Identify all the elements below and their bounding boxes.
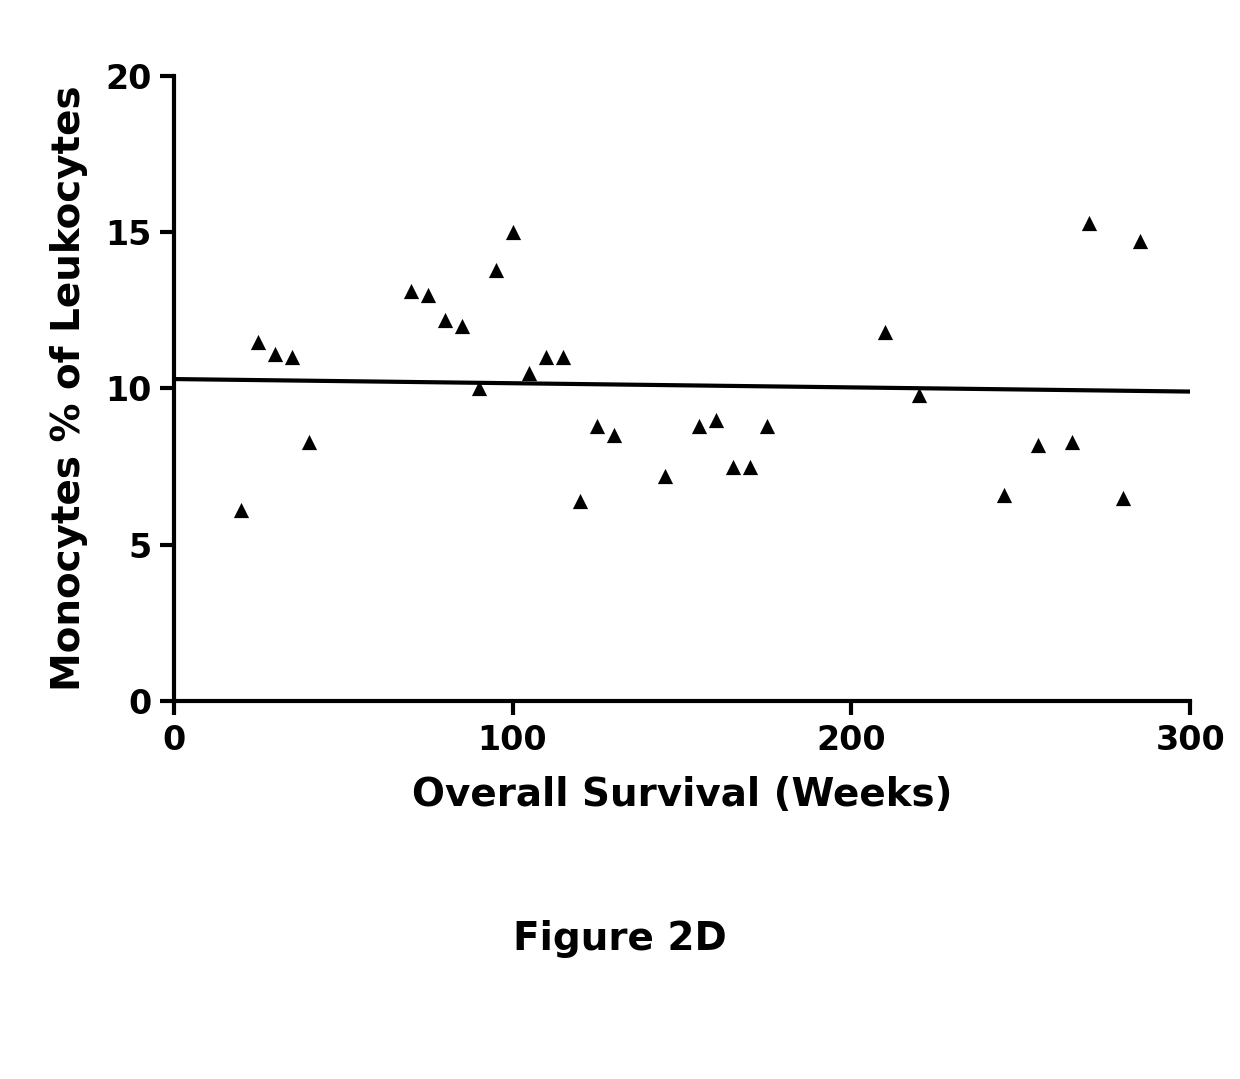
Point [1112,490,1132,507]
Point [1079,214,1099,231]
Point [537,349,557,366]
Point [756,418,776,435]
Point [299,433,319,450]
Point [553,349,573,366]
X-axis label: Overall Survival (Weeks): Overall Survival (Weeks) [412,776,952,814]
Point [520,365,539,382]
Point [588,418,608,435]
Point [994,487,1014,504]
Point [570,492,590,509]
Point [740,457,760,475]
Point [604,427,624,445]
Point [723,457,743,475]
Point [1130,233,1149,250]
Point [283,349,303,366]
Point [502,223,522,241]
Y-axis label: Monocytes % of Leukocytes: Monocytes % of Leukocytes [51,85,88,692]
Point [486,261,506,278]
Point [418,286,438,303]
Point [689,418,709,435]
Point [706,411,725,428]
Point [655,467,675,484]
Point [265,345,285,363]
Point [1028,436,1048,453]
Point [1061,433,1081,450]
Point [435,311,455,328]
Point [909,386,929,404]
Point [469,380,489,397]
Point [875,324,895,341]
Point [401,283,420,300]
Point [248,332,268,350]
Point [451,317,471,334]
Text: Figure 2D: Figure 2D [513,919,727,958]
Point [232,502,252,519]
